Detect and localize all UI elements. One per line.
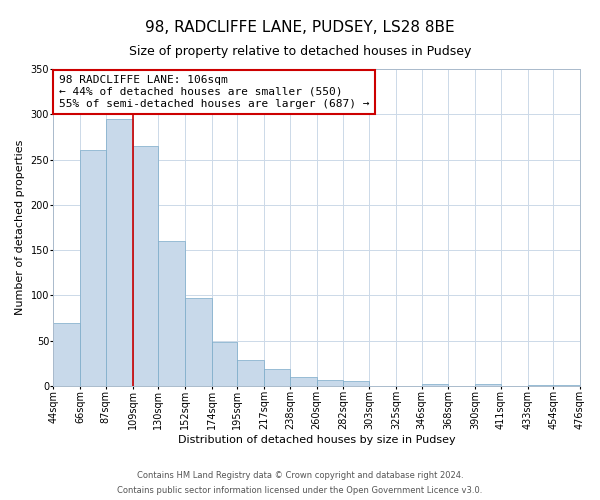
Text: 98 RADCLIFFE LANE: 106sqm
← 44% of detached houses are smaller (550)
55% of semi: 98 RADCLIFFE LANE: 106sqm ← 44% of detac… [59,76,369,108]
Bar [527,385,553,386]
Bar [185,298,212,386]
Bar [158,241,185,386]
X-axis label: Distribution of detached houses by size in Pudsey: Distribution of detached houses by size … [178,435,455,445]
Bar [422,384,448,386]
Text: 98, RADCLIFFE LANE, PUDSEY, LS28 8BE: 98, RADCLIFFE LANE, PUDSEY, LS28 8BE [145,20,455,35]
Text: Size of property relative to detached houses in Pudsey: Size of property relative to detached ho… [129,45,471,58]
Bar [133,146,158,386]
Bar [238,360,264,386]
Y-axis label: Number of detached properties: Number of detached properties [15,140,25,315]
Bar [290,377,317,386]
Bar [475,384,501,386]
Bar [317,380,343,386]
Bar [553,385,580,386]
Bar [106,119,133,386]
Text: Contains HM Land Registry data © Crown copyright and database right 2024.: Contains HM Land Registry data © Crown c… [137,471,463,480]
Text: Contains public sector information licensed under the Open Government Licence v3: Contains public sector information licen… [118,486,482,495]
Bar [80,150,106,386]
Bar [212,342,238,386]
Bar [264,368,290,386]
Bar [53,322,80,386]
Bar [343,382,369,386]
